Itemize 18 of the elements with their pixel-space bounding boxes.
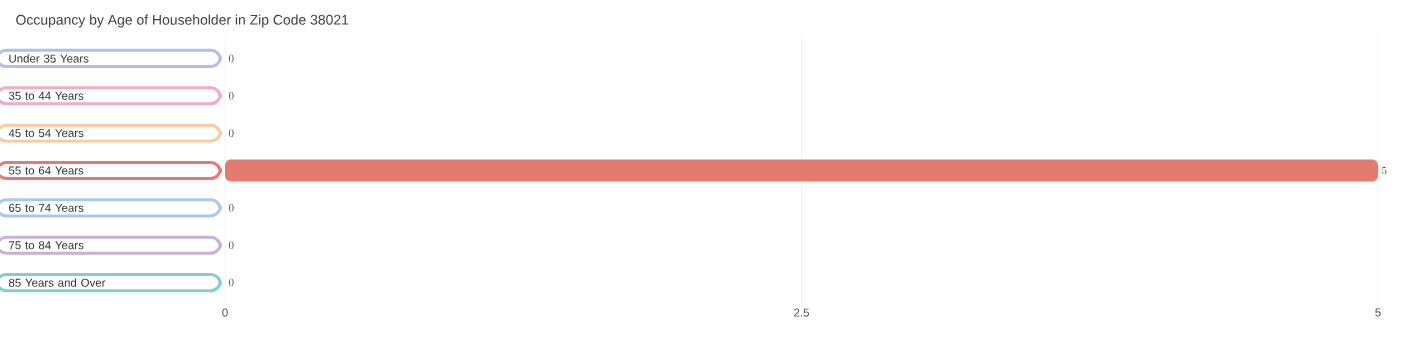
y-tick-label: 55 to 64 Years [8,166,84,175]
data-label: 0 [228,204,234,212]
y-tick-label: 45 to 54 Years [8,129,84,138]
y-tick-label: 75 to 84 Years [9,241,84,250]
data-label: 0 [228,54,234,63]
x-tick-label: 5 [1375,308,1381,317]
y-tick-label: Under 35 Years [9,54,89,63]
y-tick-label: 85 Years and Over [8,278,106,287]
data-label: 0 [228,278,234,287]
data-label: 0 [228,92,234,100]
y-tick-label: 35 to 44 Years [8,91,84,100]
x-tick-label: 2.5 [794,308,809,317]
x-tick-label: 0 [222,308,228,317]
data-label: 0 [228,129,234,137]
chart-title: Occupancy by Age of Householder in Zip Code 38021 [16,14,349,28]
data-label: 0 [228,241,234,249]
data-label: 5 [1382,166,1387,175]
y-tick-label: 65 to 74 Years [9,203,84,212]
